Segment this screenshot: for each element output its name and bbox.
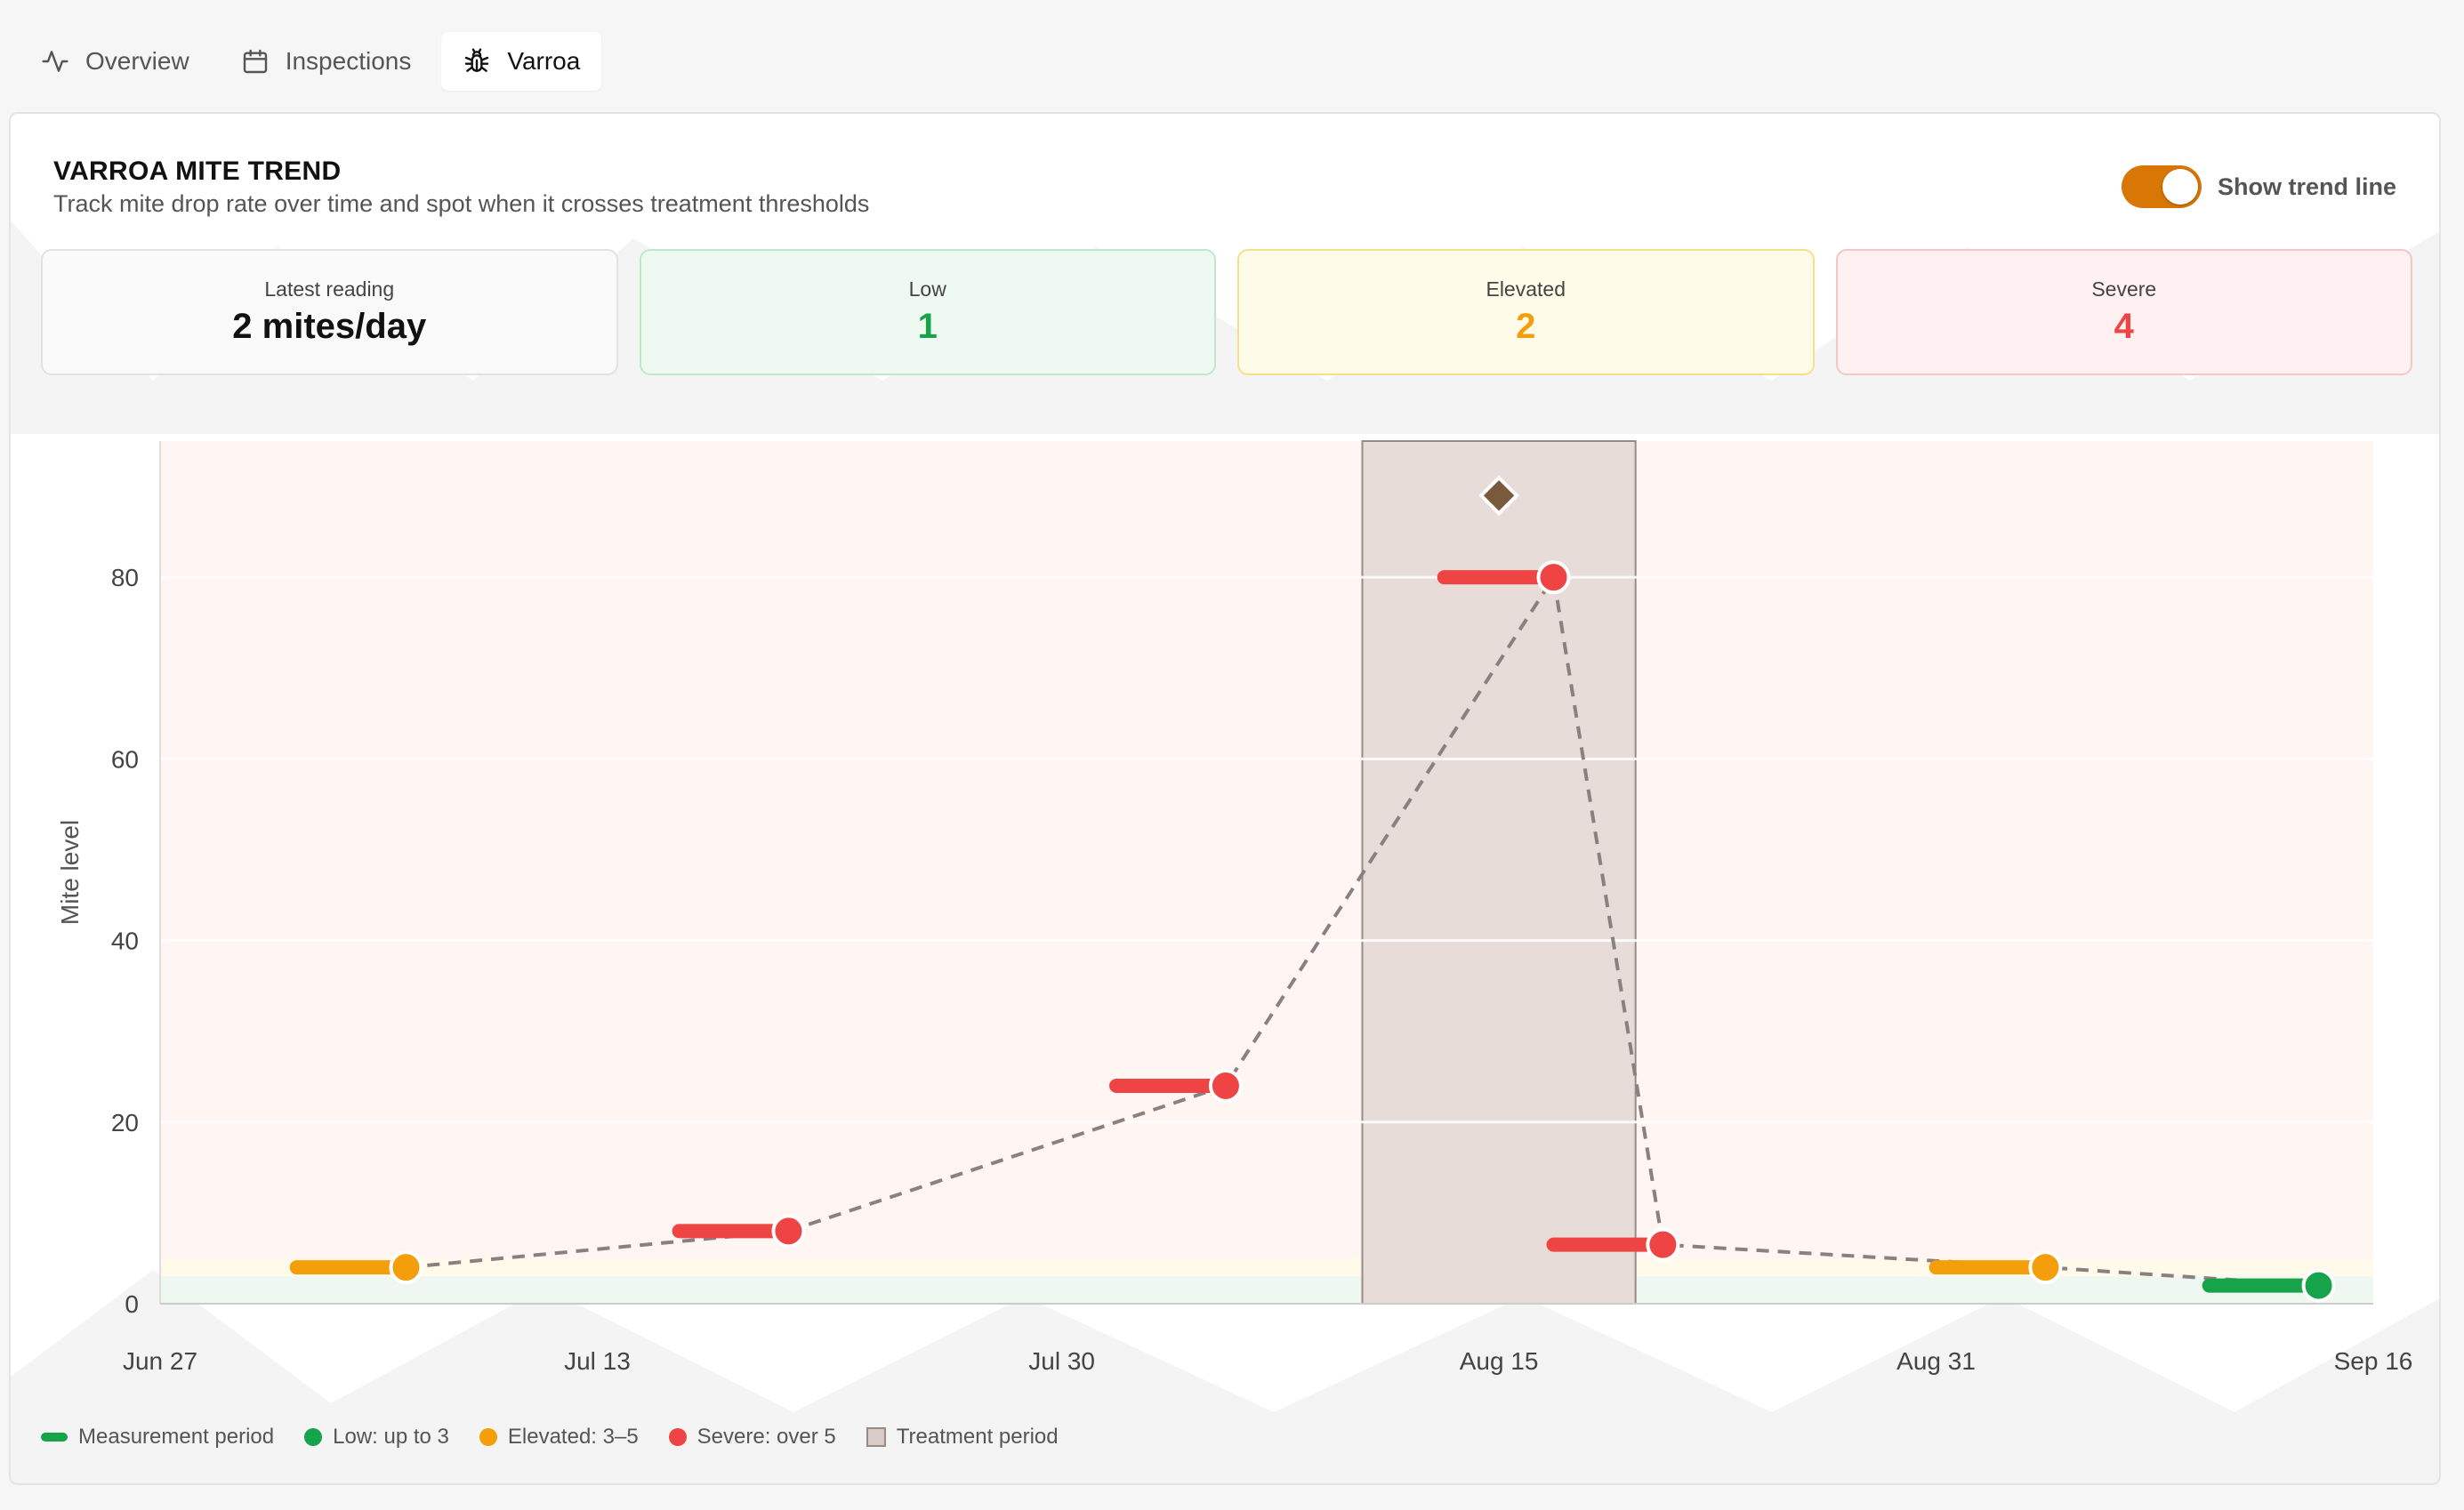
- tab-label: Inspections: [285, 47, 412, 75]
- measurement-point: [1208, 1068, 1243, 1103]
- y-tick-label: 40: [111, 928, 139, 955]
- x-tick-label: Jun 27: [123, 1347, 197, 1375]
- stat-label: Latest reading: [264, 277, 395, 301]
- tab-label: Overview: [85, 47, 189, 75]
- legend-severe: Severe: over 5: [668, 1425, 836, 1450]
- measurement-swatch: [41, 1433, 68, 1442]
- legend-treatment: Treatment period: [866, 1425, 1059, 1450]
- x-tick-label: Aug 15: [1460, 1347, 1539, 1375]
- stat-value: 4: [2114, 307, 2134, 346]
- tab-label: Varroa: [507, 47, 581, 75]
- stat-value: 2 mites/day: [232, 307, 427, 346]
- legend-elevated: Elevated: 3–5: [479, 1425, 639, 1450]
- elevated-zone: [160, 1257, 2373, 1277]
- toggle-label: Show trend line: [2217, 173, 2396, 200]
- severe-swatch: [668, 1428, 687, 1446]
- toggle-switch[interactable]: [2121, 165, 2202, 208]
- trend-line-toggle[interactable]: Show trend line: [2121, 165, 2396, 208]
- y-axis-label: Mite level: [56, 820, 84, 925]
- treatment-marker-diamond: [1478, 475, 1519, 517]
- legend-label: Treatment period: [896, 1425, 1059, 1449]
- mite-trend-chart: 0 20 40 60 80 Jun 27 Jul 13 Jul 30 Aug 15 Aug 31 S…: [56, 440, 2413, 1375]
- severe-zone: [160, 441, 2373, 1258]
- chart-subtitle: Track mite drop rate over time and spot …: [53, 190, 870, 217]
- tab-varroa[interactable]: Varroa: [441, 32, 602, 91]
- y-tick-label: 20: [111, 1109, 139, 1137]
- stat-label: Low: [908, 277, 946, 301]
- x-tick-label: Jul 13: [564, 1347, 631, 1375]
- stat-low: Low 1: [639, 249, 1216, 375]
- legend-label: Low: up to 3: [333, 1425, 449, 1449]
- chart-legend: Measurement period Low: up to 3 Elevated…: [41, 1425, 1059, 1450]
- tab-overview[interactable]: Overview: [20, 32, 211, 91]
- treatment-swatch: [866, 1427, 886, 1447]
- stat-label: Severe: [2091, 277, 2157, 301]
- tab-inspections[interactable]: Inspections: [220, 32, 433, 91]
- stat-label: Elevated: [1486, 277, 1566, 301]
- measurement-point: [389, 1250, 423, 1285]
- legend-low: Low: up to 3: [304, 1425, 449, 1450]
- calendar-icon: [243, 49, 267, 74]
- low-zone: [160, 1276, 2373, 1304]
- x-tick-label: Jul 30: [1028, 1347, 1095, 1375]
- legend-measurement: Measurement period: [41, 1425, 274, 1450]
- varroa-card: VARROA MITE TREND Track mite drop rate o…: [9, 112, 2441, 1485]
- measurement-point: [2301, 1268, 2336, 1303]
- measurement-point: [2028, 1250, 2063, 1285]
- chart-title: VARROA MITE TREND: [53, 157, 342, 186]
- legend-label: Severe: over 5: [697, 1425, 836, 1449]
- y-tick-label: 80: [111, 564, 139, 591]
- toggle-knob: [2162, 169, 2198, 205]
- tab-bar: Overview Inspections Varroa: [20, 32, 602, 91]
- stat-value: 2: [1516, 307, 1536, 346]
- legend-label: Measurement period: [78, 1425, 275, 1449]
- card-background-pattern: [11, 221, 2439, 1483]
- treatment-period-band: [1361, 440, 1637, 1305]
- stat-severe: Severe 4: [1835, 249, 2412, 375]
- stat-value: 1: [917, 307, 938, 346]
- measurement-point: [1536, 560, 1571, 595]
- y-tick-label: 60: [111, 745, 139, 773]
- measurement-point: [1646, 1227, 1680, 1262]
- activity-icon: [42, 51, 68, 72]
- measurement-point: [771, 1214, 806, 1249]
- y-tick-label: 0: [125, 1290, 139, 1318]
- low-swatch: [304, 1428, 323, 1446]
- x-tick-label: Aug 31: [1896, 1347, 1976, 1375]
- stats-row: Latest reading 2 mites/day Low 1 Elevate…: [41, 249, 2412, 375]
- stat-elevated: Elevated 2: [1237, 249, 1815, 375]
- elevated-swatch: [479, 1428, 497, 1446]
- legend-label: Elevated: 3–5: [507, 1425, 639, 1449]
- stat-latest-reading: Latest reading 2 mites/day: [41, 249, 618, 375]
- x-tick-label: Sep 16: [2334, 1347, 2413, 1375]
- bug-icon: [465, 48, 489, 72]
